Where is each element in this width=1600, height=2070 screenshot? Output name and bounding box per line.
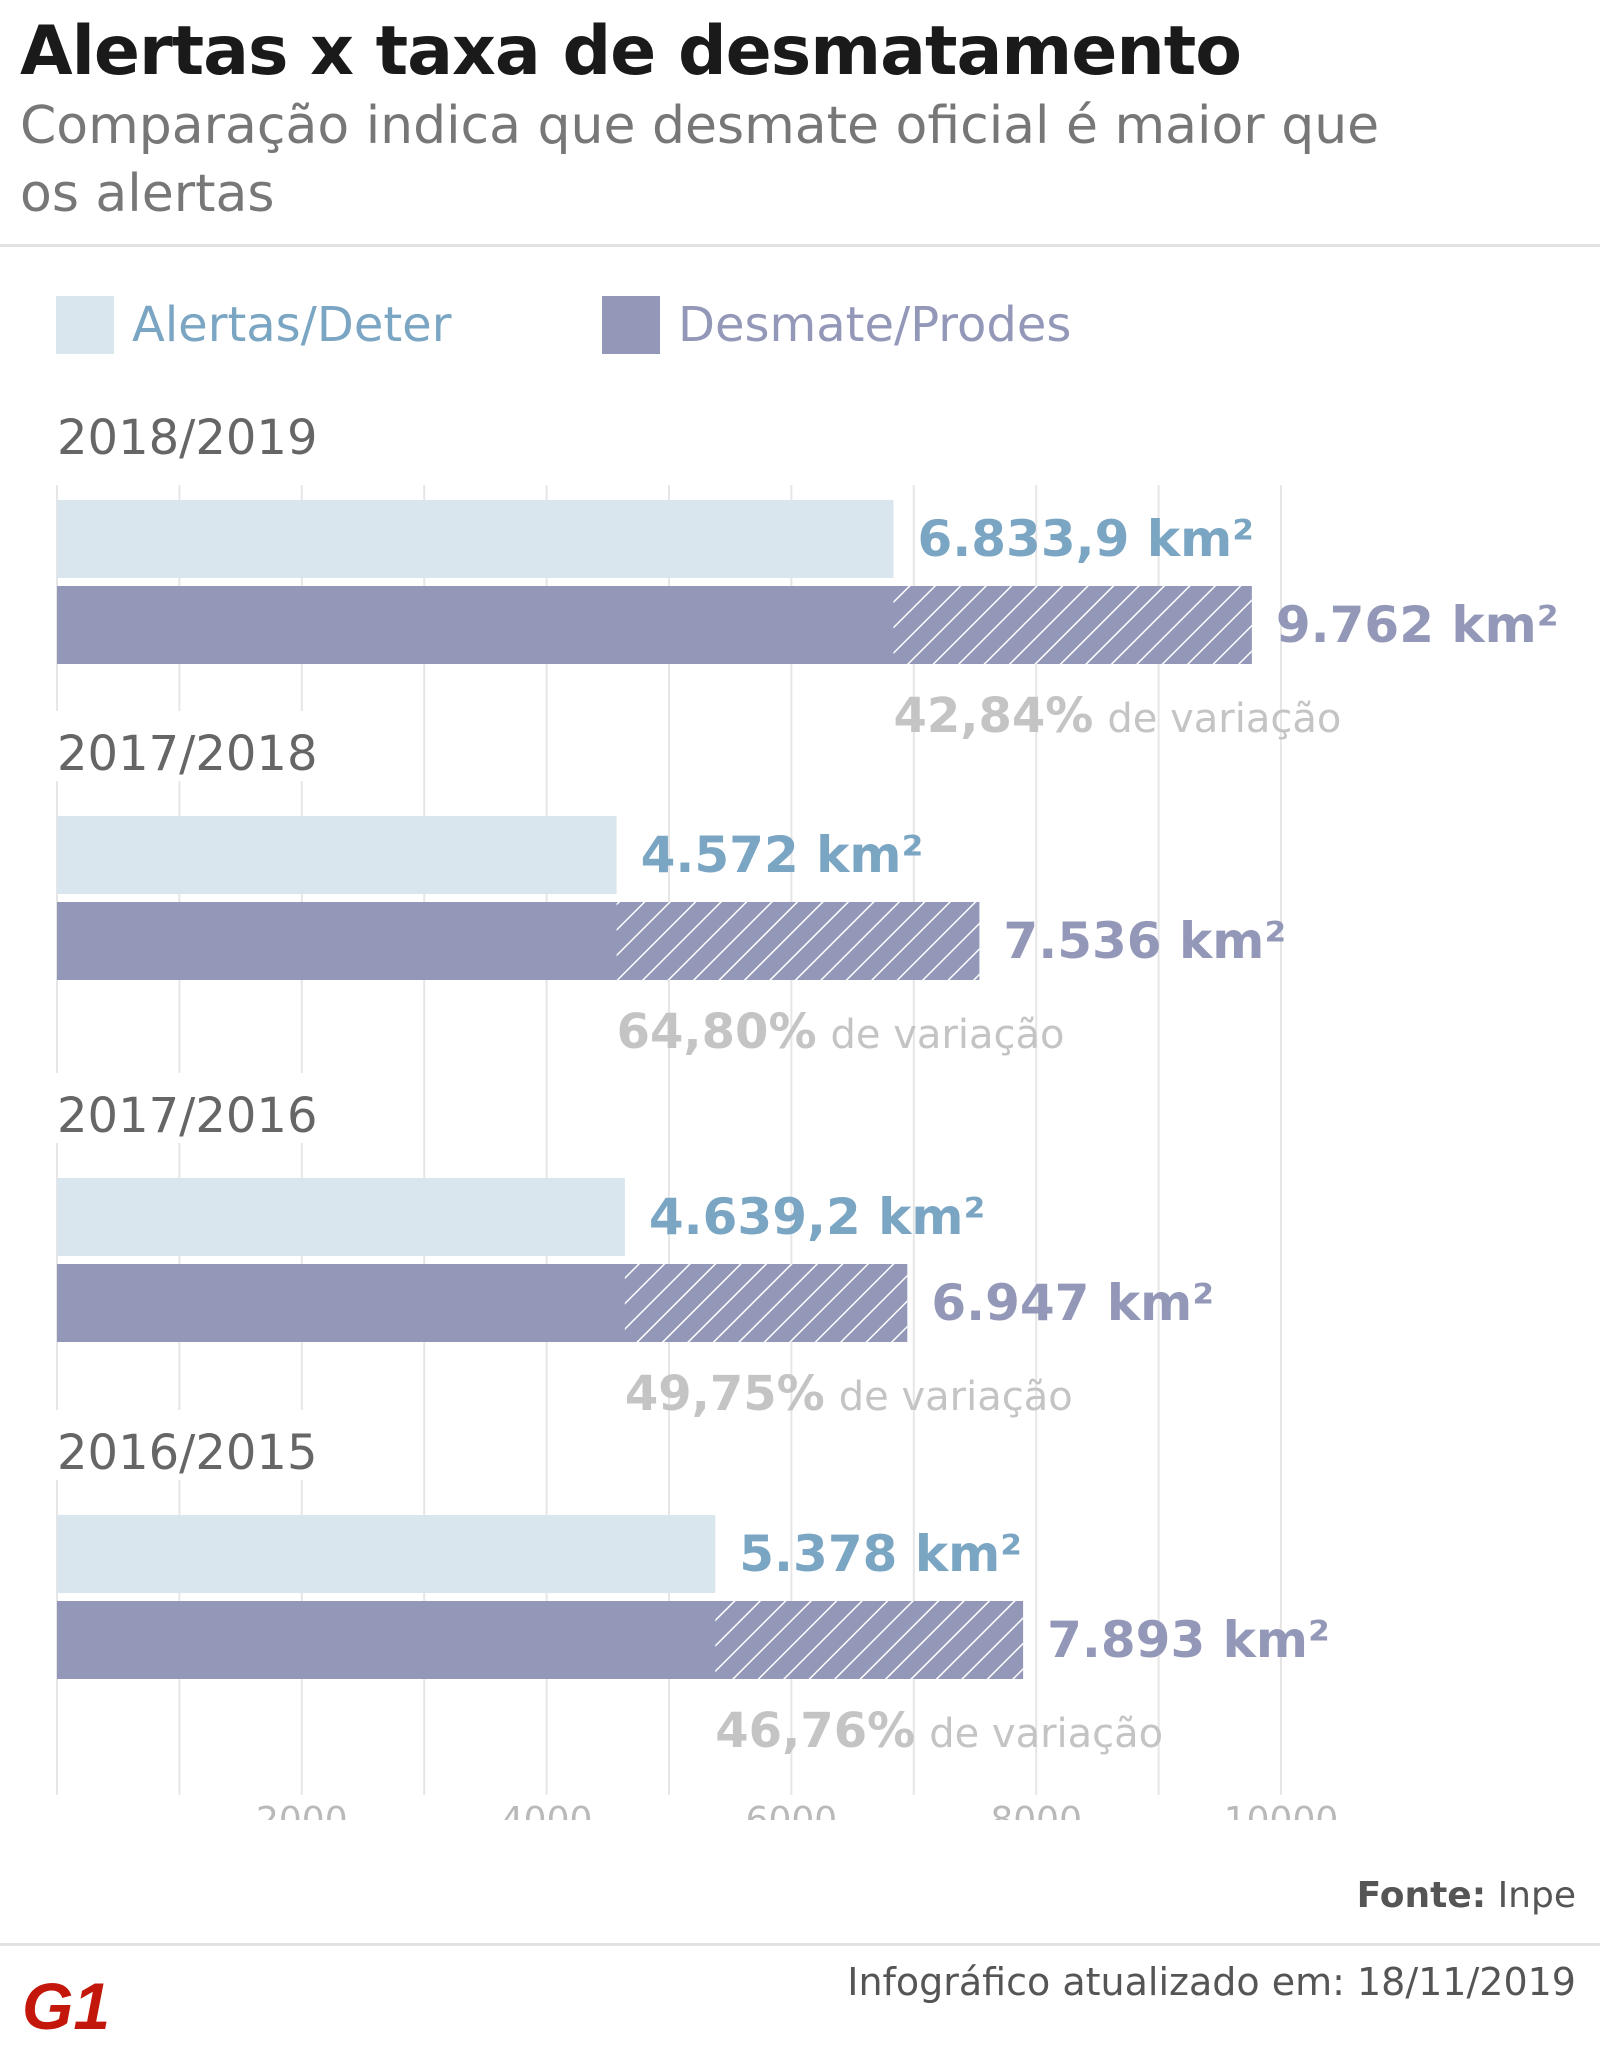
updated-note: Infográfico atualizado em: 18/11/2019 (847, 1960, 1576, 2004)
x-tick-label: 4000 (501, 1800, 593, 1820)
legend-item-desmate: Desmate/Prodes (602, 296, 1071, 354)
data-label-prodes: 7.536 km² (1003, 912, 1286, 970)
bar-prodes-difference (893, 586, 1252, 664)
variation-text: de variação (929, 1711, 1163, 1757)
bar-prodes-difference (624, 1264, 908, 1342)
variation-percent: 42,84% (893, 688, 1093, 744)
category-label-backdrop (0, 711, 360, 781)
variation-percent: 64,80% (617, 1004, 817, 1060)
category-label: 2016/2015 (57, 1425, 317, 1481)
legend-swatch-desmate (602, 296, 660, 354)
chart-subtitle: Comparação indica que desmate oficial é … (20, 96, 1380, 224)
variation-text: de variação (839, 1374, 1073, 1420)
category-label-backdrop (0, 400, 360, 465)
x-tick-label: 6000 (746, 1800, 838, 1820)
category-label: 2017/2016 (57, 1088, 317, 1144)
legend-swatch-alertas (56, 296, 114, 354)
variation-percent: 46,76% (715, 1703, 915, 1759)
variation-label: 49,75% de variação (625, 1366, 1073, 1422)
bar-prodes-difference (616, 902, 980, 980)
legend-label-desmate: Desmate/Prodes (678, 297, 1072, 353)
bar-alertas (57, 1178, 625, 1256)
source-value: Inpe (1497, 1875, 1576, 1916)
variation-text: de variação (1107, 696, 1341, 742)
g1-logo: G1 (22, 1975, 110, 2035)
data-label-prodes: 7.893 km² (1047, 1611, 1330, 1669)
data-label-alertas: 6.833,9 km² (917, 510, 1254, 568)
category-label-backdrop (0, 1073, 360, 1143)
footer-divider (0, 1943, 1600, 1946)
data-label-alertas: 4.639,2 km² (649, 1188, 986, 1246)
bar-prodes-difference (715, 1601, 1024, 1679)
variation-label: 42,84% de variação (893, 688, 1341, 744)
category-label: 2018/2019 (57, 410, 317, 466)
legend-item-alertas: Alertas/Deter (56, 296, 451, 354)
category-label-backdrop (0, 1410, 360, 1480)
bar-alertas (57, 816, 617, 894)
x-tick-label: 2000 (256, 1800, 348, 1820)
data-label-alertas: 4.572 km² (641, 826, 924, 884)
bar-chart: 2018/2019 6.833,9 km² 9.762 km² 42,84% de va… (0, 400, 1559, 1820)
legend-label-alertas: Alertas/Deter (132, 297, 452, 353)
variation-label: 64,80% de variação (617, 1004, 1065, 1060)
variation-percent: 49,75% (625, 1366, 825, 1422)
x-tick-label: 10000 (1224, 1800, 1339, 1820)
variation-text: de variação (831, 1012, 1065, 1058)
source-label: Fonte: (1356, 1875, 1487, 1916)
variation-label: 46,76% de variação (715, 1703, 1163, 1759)
header-divider (0, 244, 1600, 247)
data-label-prodes: 9.762 km² (1276, 596, 1559, 654)
g1-logo-text: G1 (22, 1975, 110, 2035)
x-tick-label: 8000 (990, 1800, 1082, 1820)
bar-alertas (57, 1515, 716, 1593)
chart-title: Alertas x taxa de desmatamento (20, 12, 1242, 91)
bar-alertas (57, 500, 894, 578)
data-label-prodes: 6.947 km² (931, 1274, 1214, 1332)
category-label: 2017/2018 (57, 726, 317, 782)
data-label-alertas: 5.378 km² (739, 1525, 1022, 1583)
source-note: Fonte: Inpe (1357, 1875, 1576, 1916)
